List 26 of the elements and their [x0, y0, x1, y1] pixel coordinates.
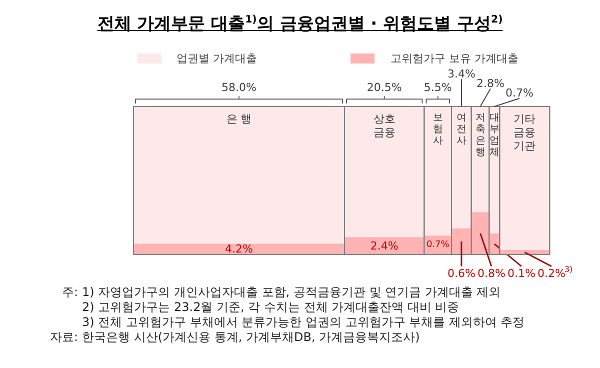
- text: 주: 1) 자영업가구의 개인사업자대출 포함, 공적금융기관 및 연기금 가계대출 제외: [61, 285, 502, 300]
- data-label: 0.7%: [426, 240, 450, 250]
- text: 2) 고위험가구는 23.2월 기준, 각 수치는 전체 가계대출잔액 대비 비중: [82, 300, 460, 315]
- data-label: 58.0%: [222, 80, 256, 94]
- data-label: 4.2%: [225, 242, 253, 256]
- legend-label: 업권별 가계대출: [176, 52, 257, 65]
- data-label: 0.1%: [507, 267, 536, 280]
- data-label: 20.5%: [366, 80, 402, 94]
- category-label: 기타금융기관: [514, 112, 536, 153]
- category-label: 보험사: [432, 112, 443, 147]
- data-label: 3.4%: [447, 67, 476, 80]
- category-label: 저축은행: [475, 112, 486, 158]
- data-label: 0.6%: [447, 267, 476, 280]
- data-label: 2.8%: [476, 77, 504, 90]
- data-label: 0.8%: [477, 267, 506, 280]
- legend-label: 고위험가구 보유 가계대출: [390, 52, 518, 65]
- category-label: 상호금융: [373, 112, 396, 140]
- text: 자료: 한국은행 시산(가계신용 통계, 가계부채DB, 가계금융복지조사): [50, 330, 421, 345]
- data-label: 2.4%: [370, 239, 398, 252]
- category-label: 여전사: [456, 112, 466, 147]
- text: 전체 가계부문 대출$^{1)}$의 금융업권별 · 위험도별 구성$^{2)}$: [96, 13, 504, 36]
- data-label: 0.7%: [505, 86, 534, 100]
- category-label: 은 행: [226, 112, 252, 126]
- data-label: 5.5%: [424, 80, 452, 94]
- category-label: 대부업체: [489, 112, 500, 158]
- text: 3) 전체 고위험가구 부채에서 분류가능한 업권의 고위험가구 부채를 제외하여 추정: [82, 315, 525, 330]
